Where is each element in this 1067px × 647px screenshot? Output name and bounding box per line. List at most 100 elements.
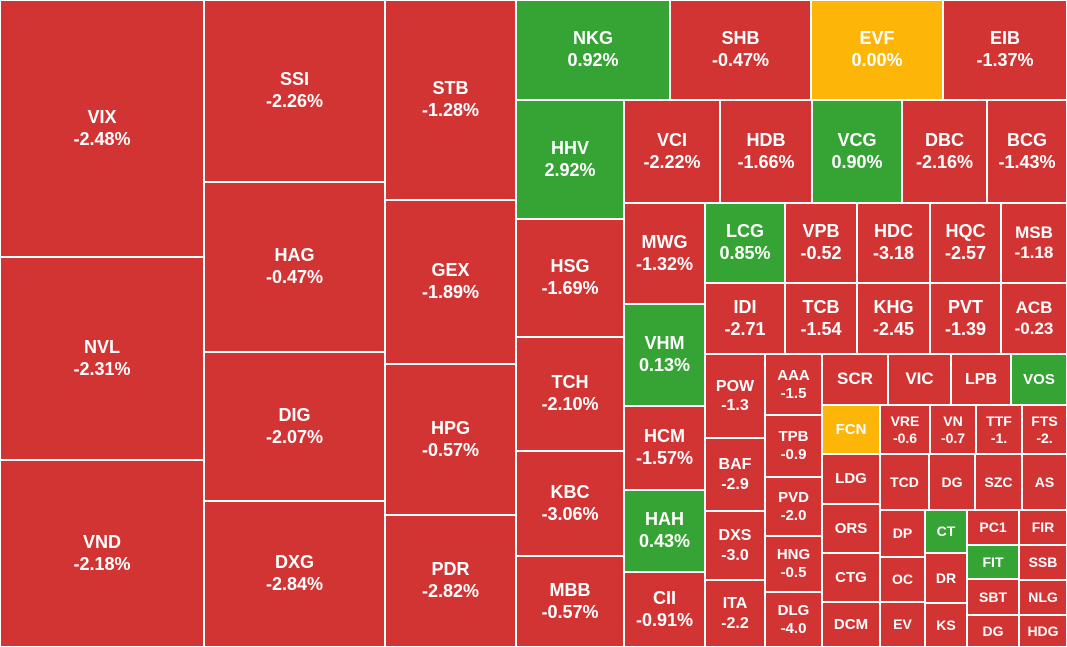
tile-hdc[interactable]: HDC -3.18: [857, 203, 930, 283]
tile-hdb[interactable]: HDB -1.66%: [720, 100, 812, 203]
tile-symbol: IDI: [733, 296, 757, 317]
tile-tcd[interactable]: TCD: [880, 454, 929, 510]
tile-fir[interactable]: FIR: [1019, 510, 1067, 545]
tile-dp[interactable]: DP: [880, 510, 925, 557]
tile-szc[interactable]: SZC: [975, 454, 1022, 510]
tile-symbol: FIR: [1031, 519, 1055, 536]
tile-vnd[interactable]: VND -2.18%: [0, 460, 204, 647]
tile-vn[interactable]: VN -0.7: [930, 405, 976, 454]
tile-ssb[interactable]: SSB: [1019, 545, 1067, 580]
tile-ev[interactable]: EV: [880, 602, 925, 647]
tile-ors[interactable]: ORS: [822, 504, 880, 553]
tile-mbb[interactable]: MBB -0.57%: [516, 556, 624, 647]
tile-pow[interactable]: POW -1.3: [705, 354, 765, 438]
tile-hqc[interactable]: HQC -2.57: [930, 203, 1001, 283]
tile-pvd[interactable]: PVD -2.0: [765, 477, 822, 536]
tile-kbc[interactable]: KBC -3.06%: [516, 451, 624, 556]
tile-as[interactable]: AS: [1022, 454, 1067, 510]
tile-evf[interactable]: EVF 0.00%: [811, 0, 943, 100]
tile-aaa[interactable]: AAA -1.5: [765, 354, 822, 415]
tile-symbol: HDB: [746, 129, 786, 150]
tile-symbol: AAA: [777, 366, 810, 384]
tile-hhv[interactable]: HHV 2.92%: [516, 100, 624, 219]
tile-pc1[interactable]: PC1: [967, 510, 1019, 545]
tile-symbol: BCG: [1007, 129, 1047, 150]
tile-dxs[interactable]: DXS -3.0: [705, 511, 765, 580]
tile-change: -2.18%: [73, 553, 131, 574]
tile-mwg[interactable]: MWG -1.32%: [624, 203, 705, 304]
tile-cii[interactable]: CII -0.91%: [624, 572, 705, 647]
tile-acb[interactable]: ACB -0.23: [1001, 283, 1067, 354]
tile-dxg[interactable]: DXG -2.84%: [204, 501, 385, 647]
tile-ctg[interactable]: CTG: [822, 553, 880, 602]
tile-hdg[interactable]: HDG: [1019, 615, 1067, 647]
tile-idi[interactable]: IDI -2.71: [705, 283, 785, 354]
tile-vix[interactable]: VIX -2.48%: [0, 0, 204, 257]
tile-pvt[interactable]: PVT -1.39: [930, 283, 1001, 354]
tile-vre[interactable]: VRE -0.6: [880, 405, 930, 454]
tile-symbol: POW: [715, 377, 755, 395]
tile-hcm[interactable]: HCM -1.57%: [624, 406, 705, 490]
tile-symbol: HAH: [645, 509, 684, 530]
tile-sbt[interactable]: SBT: [967, 579, 1019, 615]
tile-dlg[interactable]: DLG -4.0: [765, 592, 822, 647]
tile-dg[interactable]: DG: [929, 454, 975, 510]
tile-hng[interactable]: HNG -0.5: [765, 536, 822, 592]
tile-tch[interactable]: TCH -2.10%: [516, 337, 624, 451]
tile-symbol: PDR: [431, 559, 470, 580]
tile-oc[interactable]: OC: [880, 557, 925, 602]
tile-hah[interactable]: HAH 0.43%: [624, 490, 705, 572]
tile-ssi[interactable]: SSI -2.26%: [204, 0, 385, 182]
tile-nkg[interactable]: NKG 0.92%: [516, 0, 670, 100]
tile-change: -1.54: [800, 318, 842, 339]
tile-vhm[interactable]: VHM 0.13%: [624, 304, 705, 406]
tile-lcg[interactable]: LCG 0.85%: [705, 203, 785, 283]
tile-symbol: CII: [652, 587, 676, 608]
tile-symbol: MWG: [641, 231, 688, 252]
tile-dr[interactable]: DR: [925, 553, 967, 603]
tile-vci[interactable]: VCI -2.22%: [624, 100, 720, 203]
tile-shb[interactable]: SHB -0.47%: [670, 0, 811, 100]
tile-ks[interactable]: KS: [925, 603, 967, 647]
tile-vic[interactable]: VIC: [888, 354, 951, 405]
tile-pdr[interactable]: PDR -2.82%: [385, 515, 516, 647]
tile-ct[interactable]: CT: [925, 510, 967, 553]
tile-ttf[interactable]: TTF -1.: [976, 405, 1022, 454]
tile-bcg[interactable]: BCG -1.43%: [987, 100, 1067, 203]
tile-dbc[interactable]: DBC -2.16%: [902, 100, 987, 203]
tile-khg[interactable]: KHG -2.45: [857, 283, 930, 354]
tile-ldg[interactable]: LDG: [822, 454, 880, 504]
tile-fit[interactable]: FIT: [967, 545, 1019, 579]
tile-hag[interactable]: HAG -0.47%: [204, 182, 385, 352]
tile-dig[interactable]: DIG -2.07%: [204, 352, 385, 501]
tile-vcg[interactable]: VCG 0.90%: [812, 100, 902, 203]
tile-change: -0.7: [940, 429, 966, 446]
tile-hpg[interactable]: HPG -0.57%: [385, 364, 516, 515]
tile-lpb[interactable]: LPB: [951, 354, 1011, 405]
tile-vos[interactable]: VOS: [1011, 354, 1067, 405]
tile-tpb[interactable]: TPB -0.9: [765, 415, 822, 477]
tile-symbol: EV: [893, 616, 912, 633]
tile-nvl[interactable]: NVL -2.31%: [0, 257, 204, 460]
tile-nlg[interactable]: NLG: [1019, 580, 1067, 615]
tile-dcm[interactable]: DCM: [822, 602, 880, 647]
tile-hsg[interactable]: HSG -1.69%: [516, 219, 624, 337]
tile-symbol: SCR: [837, 369, 873, 389]
tile-eib[interactable]: EIB -1.37%: [943, 0, 1067, 100]
tile-symbol: DG: [982, 622, 1004, 639]
tile-symbol: SSB: [1028, 554, 1058, 571]
tile-scr[interactable]: SCR: [822, 354, 888, 405]
tile-symbol: FIT: [982, 553, 1004, 570]
tile-vpb[interactable]: VPB -0.52: [785, 203, 857, 283]
tile-ita[interactable]: ITA -2.2: [705, 580, 765, 647]
tile-baf[interactable]: BAF -2.9: [705, 438, 765, 511]
tile-stb[interactable]: STB -1.28%: [385, 0, 516, 200]
tile-tcb[interactable]: TCB -1.54: [785, 283, 857, 354]
tile-dg[interactable]: DG: [967, 615, 1019, 647]
tile-msb[interactable]: MSB -1.18: [1001, 203, 1067, 283]
tile-fcn[interactable]: FCN: [822, 405, 880, 454]
tile-symbol: HSG: [550, 256, 590, 277]
tile-change: -0.23: [1014, 318, 1054, 338]
tile-gex[interactable]: GEX -1.89%: [385, 200, 516, 364]
tile-fts[interactable]: FTS -2.: [1022, 405, 1067, 454]
